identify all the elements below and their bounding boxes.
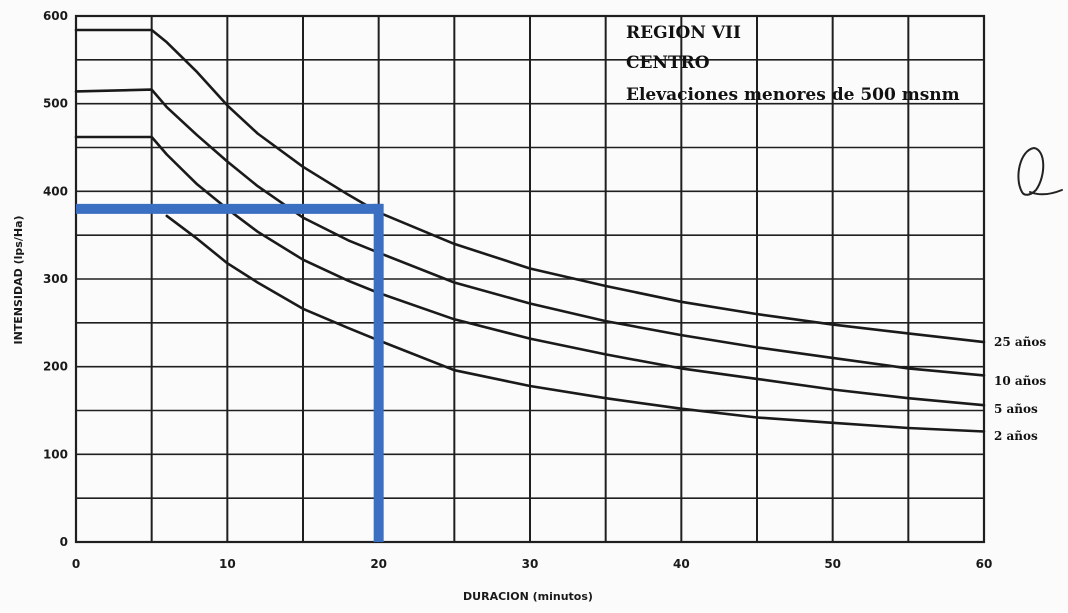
y-tick-label: 600 (43, 9, 68, 23)
x-tick-label: 60 (976, 557, 993, 571)
x-axis-title: DURACION (minutos) (463, 590, 593, 603)
y-axis-title: INTENSIDAD (lps/Ha) (12, 215, 25, 344)
y-tick-label: 0 (60, 535, 68, 549)
y-tick-label: 100 (43, 447, 68, 461)
x-tick-label: 30 (522, 557, 539, 571)
y-tick-label: 400 (43, 184, 68, 198)
x-tick-label: 50 (824, 557, 841, 571)
y-tick-label: 500 (43, 97, 68, 111)
region-title-line-1: REGION VII (626, 23, 741, 43)
annotation-layer (76, 203, 384, 542)
series-label-5: 5 años (994, 402, 1038, 416)
plot-frame (74, 14, 986, 544)
series-label-25: 25 años (994, 335, 1046, 349)
series-label-2: 2 años (994, 429, 1038, 443)
x-tick-label: 10 (219, 557, 236, 571)
region-title-line-2: CENTRO (626, 53, 710, 73)
y-tick-label: 200 (43, 360, 68, 374)
curve-series-3 (165, 214, 986, 433)
grid-layer (76, 16, 984, 542)
y-tick-label: 300 (43, 272, 68, 286)
x-tick-label: 0 (72, 557, 80, 571)
x-tick-label: 20 (370, 557, 387, 571)
series-label-10: 10 años (994, 374, 1046, 388)
region-title: REGION VII CENTRO Elevaciones menores de… (626, 23, 960, 105)
region-title-line-3: Elevaciones menores de 500 msnm (626, 85, 960, 105)
x-tick-label: 40 (673, 557, 690, 571)
handwritten-q-mark (1017, 146, 1063, 196)
